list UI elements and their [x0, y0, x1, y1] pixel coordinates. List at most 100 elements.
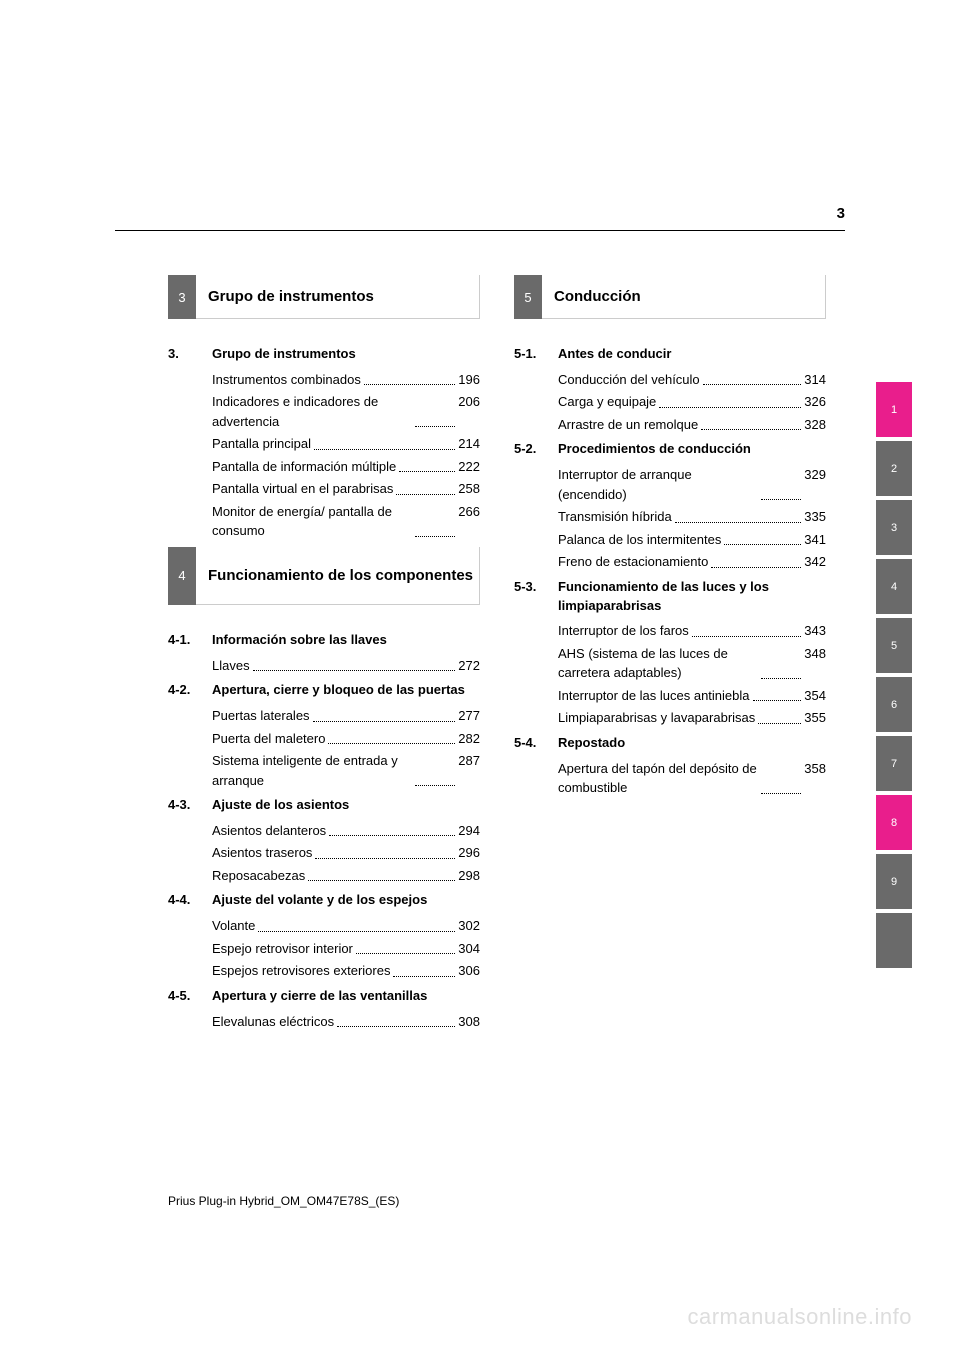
leader-dots: [659, 392, 801, 408]
page-number: 3: [837, 205, 845, 222]
leader-dots: [761, 759, 801, 794]
entry-page: 258: [458, 479, 480, 499]
chapter-tab-6[interactable]: 6: [876, 677, 912, 732]
entry-text: Freno de estacionamiento: [558, 552, 708, 572]
toc-entry: Pantalla de información múltiple 222: [168, 457, 480, 477]
side-tabs: 123456789: [876, 382, 912, 972]
subsection-4-5: 4-5.Apertura y cierre de las ventanillas…: [168, 987, 480, 1031]
leader-dots: [253, 656, 456, 672]
subsection-title: Funcionamiento de las luces y los limpia…: [558, 578, 826, 616]
leader-dots: [399, 457, 455, 473]
leader-dots: [415, 502, 455, 537]
subsection-title: Ajuste de los asientos: [212, 796, 480, 815]
leader-dots: [415, 392, 455, 427]
toc-entry: Arrastre de un remolque328: [514, 415, 826, 435]
entry-text: Pantalla de información múltiple: [212, 457, 396, 477]
entry-page: 354: [804, 686, 826, 706]
entry-text: Arrastre de un remolque: [558, 415, 698, 435]
subsection-5-3: 5-3.Funcionamiento de las luces y los li…: [514, 578, 826, 728]
leader-dots: [313, 706, 456, 722]
subsection-5-1: 5-1.Antes de conducir Conducción del vehí…: [514, 345, 826, 434]
entry-page: 304: [458, 939, 480, 959]
toc-entry: Espejo retrovisor interior304: [168, 939, 480, 959]
entry-page: 214: [458, 434, 480, 454]
leader-dots: [328, 729, 455, 745]
leader-dots: [396, 479, 455, 495]
chapter-tab-7[interactable]: 7: [876, 736, 912, 791]
toc-entry: Monitor de energía/ pantalla de consumo2…: [168, 502, 480, 541]
subsection-heading: 5-1.Antes de conducir: [514, 345, 826, 364]
section-title: Conducción: [542, 275, 826, 319]
left-column: 3 Grupo de instrumentos 3.Grupo de instr…: [168, 275, 480, 1037]
leader-dots: [711, 552, 801, 568]
header-rule: [115, 230, 845, 231]
toc-entry: Elevalunas eléctricos 308: [168, 1012, 480, 1032]
right-column: 5 Conducción 5-1.Antes de conducirConduc…: [514, 275, 826, 1037]
leader-dots: [675, 507, 802, 523]
entry-text: Llaves: [212, 656, 250, 676]
chapter-tab-1[interactable]: 1: [876, 382, 912, 437]
entry-text: Transmisión híbrida: [558, 507, 672, 527]
entry-text: Conducción del vehículo: [558, 370, 700, 390]
subsection-number: 3.: [168, 345, 212, 364]
chapter-tab-blank[interactable]: [876, 913, 912, 968]
toc-entry: Puerta del maletero282: [168, 729, 480, 749]
entry-text: Elevalunas eléctricos: [212, 1012, 334, 1032]
entry-text: Volante: [212, 916, 255, 936]
subsection-heading: 5-3.Funcionamiento de las luces y los li…: [514, 578, 826, 616]
entry-page: 348: [804, 644, 826, 683]
subsection-5-4: 5-4.RepostadoApertura del tapón del depó…: [514, 734, 826, 798]
entry-page: 277: [458, 706, 480, 726]
watermark: carmanualsonline.info: [687, 1304, 912, 1330]
chapter-tab-3[interactable]: 3: [876, 500, 912, 555]
subsection-heading: 3.Grupo de instrumentos: [168, 345, 480, 364]
entry-text: Asientos traseros: [212, 843, 312, 863]
leader-dots: [701, 415, 801, 431]
subsection-heading: 4-3.Ajuste de los asientos: [168, 796, 480, 815]
toc-entry: Llaves 272: [168, 656, 480, 676]
entry-page: 272: [458, 656, 480, 676]
entry-page: 222: [458, 457, 480, 477]
chapter-tab-8[interactable]: 8: [876, 795, 912, 850]
chapter-tab-9[interactable]: 9: [876, 854, 912, 909]
toc-entry: Volante302: [168, 916, 480, 936]
chapter-tab-4[interactable]: 4: [876, 559, 912, 614]
subsection-title: Apertura y cierre de las ventanillas: [212, 987, 480, 1006]
entry-page: 287: [458, 751, 480, 790]
toc-entry: Asientos delanteros294: [168, 821, 480, 841]
leader-dots: [393, 961, 455, 977]
entry-page: 342: [804, 552, 826, 572]
subsection-title: Procedimientos de conducción: [558, 440, 826, 459]
entry-text: AHS (sistema de las luces de carretera a…: [558, 644, 758, 683]
entry-text: Apertura del tapón del depósito de combu…: [558, 759, 758, 798]
entry-page: 196: [458, 370, 480, 390]
entry-text: Interruptor de las luces antiniebla: [558, 686, 750, 706]
subsection-title: Información sobre las llaves: [212, 631, 480, 650]
entry-page: 308: [458, 1012, 480, 1032]
subsection-title: Repostado: [558, 734, 826, 753]
subsection-heading: 4-4.Ajuste del volante y de los espejos: [168, 891, 480, 910]
subsection-title: Ajuste del volante y de los espejos: [212, 891, 480, 910]
subsection-number: 4-5.: [168, 987, 212, 1006]
toc-entry: Espejos retrovisores exteriores 306: [168, 961, 480, 981]
entry-text: Sistema inteligente de entrada y arranqu…: [212, 751, 412, 790]
subsection-heading: 5-2.Procedimientos de conducción: [514, 440, 826, 459]
entry-page: 355: [804, 708, 826, 728]
subsection-number: 4-3.: [168, 796, 212, 815]
leader-dots: [364, 370, 455, 386]
entry-text: Espejos retrovisores exteriores: [212, 961, 390, 981]
section-number: 4: [168, 547, 196, 605]
toc-entry: Palanca de los intermitentes341: [514, 530, 826, 550]
chapter-tab-2[interactable]: 2: [876, 441, 912, 496]
toc-entry: Limpiaparabrisas y lavaparabrisas355: [514, 708, 826, 728]
leader-dots: [258, 916, 455, 932]
entry-text: Asientos delanteros: [212, 821, 326, 841]
leader-dots: [761, 644, 801, 679]
chapter-tab-5[interactable]: 5: [876, 618, 912, 673]
subsection-number: 4-2.: [168, 681, 212, 700]
section-header-3: 3 Grupo de instrumentos: [168, 275, 480, 319]
toc-entry: Freno de estacionamiento 342: [514, 552, 826, 572]
subsection-4-4: 4-4.Ajuste del volante y de los espejos V…: [168, 891, 480, 980]
subsection-number: 4-1.: [168, 631, 212, 650]
entry-page: 306: [458, 961, 480, 981]
